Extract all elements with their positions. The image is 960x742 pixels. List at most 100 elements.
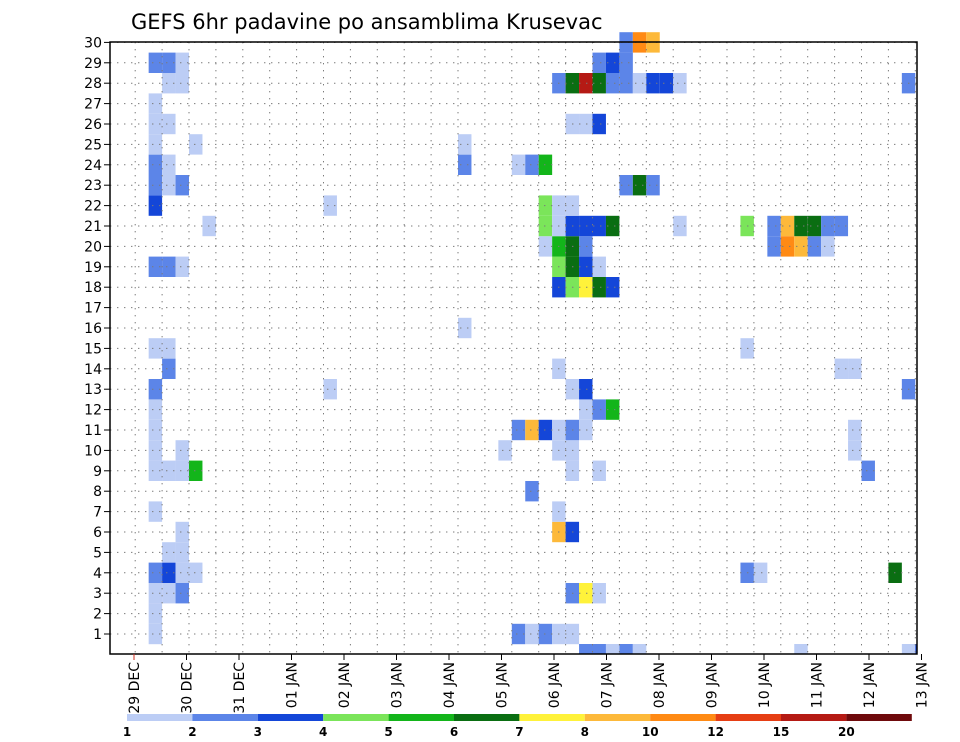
colorbar-tick-label: 6 xyxy=(450,725,458,739)
colorbar-swatch xyxy=(388,714,454,721)
colorbar: 1 2 3 4 5 6 7 8 10 12 15 20 xyxy=(123,714,912,739)
colorbar-tick-label: 4 xyxy=(319,725,327,739)
heatmap-cell xyxy=(148,154,163,175)
heatmap-cell xyxy=(148,460,163,481)
heatmap-cell xyxy=(148,399,163,420)
heatmap-cell xyxy=(848,440,862,461)
heatmap-cell xyxy=(592,73,606,94)
y-axis-ticks: 1234567891011121314151617181920212223242… xyxy=(84,35,110,643)
heatmap-cell xyxy=(162,154,176,175)
y-tick-label: 17 xyxy=(84,301,102,317)
heatmap-cell xyxy=(148,603,163,624)
plot-frame xyxy=(109,41,918,655)
heatmap-cell xyxy=(525,419,539,441)
y-tick-label: 2 xyxy=(93,607,102,623)
heatmap-cell xyxy=(162,52,176,73)
heatmap-cell xyxy=(821,215,835,237)
heatmap-cell xyxy=(148,623,163,645)
heatmap-cell xyxy=(175,440,189,461)
y-tick-label: 22 xyxy=(84,199,102,215)
x-tick-label: 31 DEC xyxy=(232,662,248,714)
heatmap-cell xyxy=(780,215,795,237)
heatmap-cell xyxy=(579,73,593,94)
y-tick-label: 29 xyxy=(84,56,102,72)
heatmap-cell xyxy=(605,73,620,94)
heatmap-cell xyxy=(175,583,189,604)
x-tick-label: 29 DEC xyxy=(127,662,143,714)
heatmap-cell xyxy=(579,644,593,654)
heatmap-cell xyxy=(511,419,526,441)
heatmap-cell xyxy=(148,501,163,522)
y-tick-label: 1 xyxy=(93,627,102,643)
colorbar-tick-label: 1 xyxy=(123,725,131,739)
heatmap-cell xyxy=(148,134,163,155)
heatmap-cell xyxy=(538,623,553,645)
heatmap-cell xyxy=(579,583,593,604)
x-tick-label: 04 JAN xyxy=(442,662,458,708)
y-tick-label: 23 xyxy=(84,178,102,194)
colorbar-tick-label: 15 xyxy=(773,725,790,739)
heatmap-cell xyxy=(162,460,176,481)
heatmap-cell xyxy=(592,256,606,277)
heatmap-cell xyxy=(592,215,606,237)
y-tick-label: 25 xyxy=(84,137,102,153)
heatmap-cell xyxy=(807,236,822,257)
colorbar-tick-label: 12 xyxy=(707,725,724,739)
heatmap-cell xyxy=(458,134,472,155)
x-tick-label: 02 JAN xyxy=(337,662,353,708)
heatmap-cell xyxy=(525,481,539,502)
heatmap-cell xyxy=(579,215,593,237)
colorbar-swatch xyxy=(846,714,912,721)
heatmap-cell xyxy=(175,460,189,481)
colorbar-swatch xyxy=(454,714,520,721)
y-tick-label: 27 xyxy=(84,97,102,113)
heatmap-cell xyxy=(148,338,163,359)
y-tick-label: 9 xyxy=(93,464,102,480)
colorbar-swatch xyxy=(519,714,585,721)
colorbar-swatch xyxy=(650,714,716,721)
heatmap-cell xyxy=(148,379,163,400)
y-tick-label: 12 xyxy=(84,403,102,419)
heatmap-cell xyxy=(767,236,781,257)
y-tick-label: 11 xyxy=(84,423,102,439)
heatmap-cells xyxy=(148,32,917,654)
x-tick-label: 05 JAN xyxy=(495,662,511,708)
x-tick-label: 30 DEC xyxy=(180,662,196,714)
x-tick-label: 13 JAN xyxy=(915,662,931,708)
heatmap-cell xyxy=(175,521,189,543)
heatmap-cell xyxy=(673,73,687,94)
y-tick-label: 19 xyxy=(84,260,102,276)
heatmap-cell xyxy=(148,175,163,196)
heatmap-cell xyxy=(175,73,189,94)
colorbar-swatch xyxy=(257,714,324,721)
heatmap-cell xyxy=(834,358,849,379)
heatmap-cell xyxy=(592,583,606,604)
y-tick-label: 15 xyxy=(84,341,102,357)
y-tick-label: 24 xyxy=(84,158,102,174)
y-tick-label: 10 xyxy=(84,443,102,459)
heatmap-cell xyxy=(780,236,795,257)
heatmap-cell xyxy=(175,562,189,583)
grid-lines xyxy=(110,41,917,654)
colorbar-swatch xyxy=(715,714,781,721)
heatmap-cell xyxy=(659,73,674,94)
heatmap-cell xyxy=(605,399,620,420)
heatmap-cell xyxy=(148,583,163,604)
heatmap-cell xyxy=(579,379,593,400)
heatmap-cell xyxy=(915,644,917,654)
heatmap-cell xyxy=(162,256,176,277)
heatmap-cell xyxy=(175,542,189,563)
colorbar-tick-label: 20 xyxy=(838,725,855,739)
heatmap-cell xyxy=(162,542,176,563)
heatmap-cell xyxy=(592,460,606,481)
heatmap-cell xyxy=(189,562,203,583)
heatmap-cell xyxy=(794,644,808,654)
heatmap-cell xyxy=(605,215,620,237)
heatmap-cell xyxy=(605,277,620,298)
heatmap-cell xyxy=(525,154,539,175)
heatmap-cell xyxy=(458,317,472,339)
y-tick-label: 16 xyxy=(84,321,102,337)
colorbar-swatch xyxy=(127,714,193,721)
y-tick-label: 5 xyxy=(93,545,102,561)
